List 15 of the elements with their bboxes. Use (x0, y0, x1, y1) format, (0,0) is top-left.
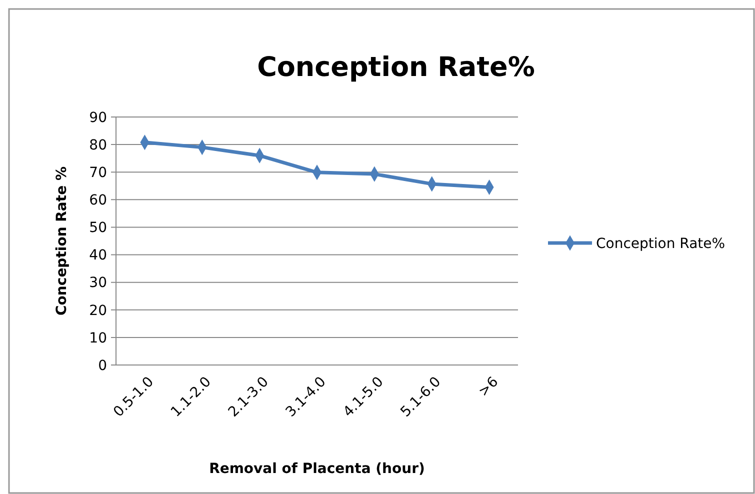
y-tick-label: 20 (89, 302, 107, 319)
y-tick-label: 10 (89, 330, 107, 346)
x-tick-label: >6 (476, 374, 502, 400)
y-tick-label: 60 (89, 192, 107, 209)
y-tick-label: 0 (98, 358, 107, 374)
y-tick-label: 80 (89, 137, 107, 154)
legend-label: Conception Rate% (596, 236, 726, 252)
y-tick-label: 70 (89, 165, 107, 182)
chart-title: Conception Rate% (257, 52, 535, 83)
y-tick-label: 90 (89, 110, 107, 126)
y-tick-label: 40 (89, 248, 107, 264)
x-axis-title: Removal of Placenta (hour) (209, 461, 425, 477)
y-tick-label: 50 (89, 220, 107, 236)
y-axis-title: Conception Rate % (54, 166, 70, 316)
y-tick-label: 30 (89, 275, 107, 292)
